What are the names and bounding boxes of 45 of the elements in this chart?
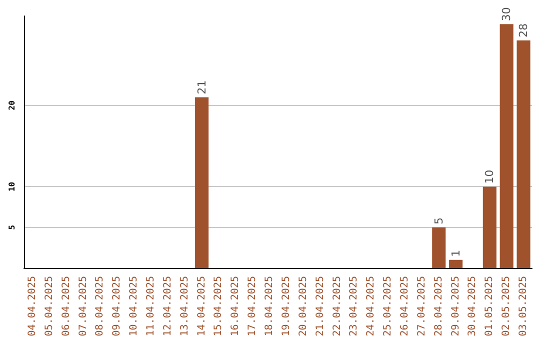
bar (449, 260, 463, 268)
x-tick-label: 10.04.2025 (128, 276, 140, 336)
y-tick-label: 20 (8, 100, 16, 110)
bar (432, 227, 446, 268)
y-tick-label: 10 (8, 182, 16, 192)
x-tick-label: 12.04.2025 (162, 276, 174, 336)
bar (500, 24, 514, 268)
x-tick-label: 27.04.2025 (416, 276, 428, 336)
x-tick-label: 09.04.2025 (112, 276, 123, 336)
x-tick-label: 20.04.2025 (298, 276, 309, 336)
x-tick-label: 21.04.2025 (314, 276, 326, 336)
x-tick-label: 26.04.2025 (400, 276, 410, 336)
x-tick-label: 08.04.2025 (94, 276, 106, 336)
x-tick-label: 11.04.2025 (146, 276, 156, 336)
x-tick-label: 14.04.2025 (196, 276, 208, 336)
data-label: 21 (195, 80, 208, 94)
data-label: 10 (483, 170, 496, 184)
x-tick-label: 06.04.2025 (60, 276, 72, 336)
x-tick-label: 02.05.2025 (501, 276, 512, 336)
x-tick-label: 01.05.2025 (484, 276, 496, 336)
x-tick-label: 03.05.2025 (518, 276, 530, 336)
x-tick-label: 19.04.2025 (280, 276, 292, 336)
x-tick-label: 04.04.2025 (26, 276, 38, 336)
x-tick-label: 23.04.2025 (348, 276, 360, 336)
x-tick-label: 24.04.2025 (366, 276, 377, 336)
bar (516, 40, 530, 268)
x-tick-label: 18.04.2025 (264, 276, 276, 336)
x-tick-label: 05.04.2025 (44, 276, 55, 336)
x-tick-label: 29.04.2025 (450, 276, 462, 336)
bar (482, 186, 496, 268)
x-tick-label: 07.04.2025 (78, 276, 89, 336)
bar (195, 97, 209, 268)
x-tick-label: 15.04.2025 (213, 276, 224, 336)
x-tick-label: 16.04.2025 (230, 276, 242, 336)
x-tick-label: 28.04.2025 (433, 276, 444, 336)
x-tick-label: 22.04.2025 (332, 276, 343, 336)
x-tick-label: 13.04.2025 (179, 276, 190, 336)
data-label: 28 (517, 23, 530, 38)
data-label: 30 (500, 7, 514, 22)
x-tick-label: 17.04.2025 (247, 276, 258, 336)
data-label: 5 (432, 217, 446, 224)
x-tick-label: 30.04.2025 (467, 276, 478, 336)
y-tick-label: 5 (8, 224, 16, 230)
x-tick-label: 25.04.2025 (382, 276, 394, 336)
data-label: 1 (449, 250, 462, 257)
